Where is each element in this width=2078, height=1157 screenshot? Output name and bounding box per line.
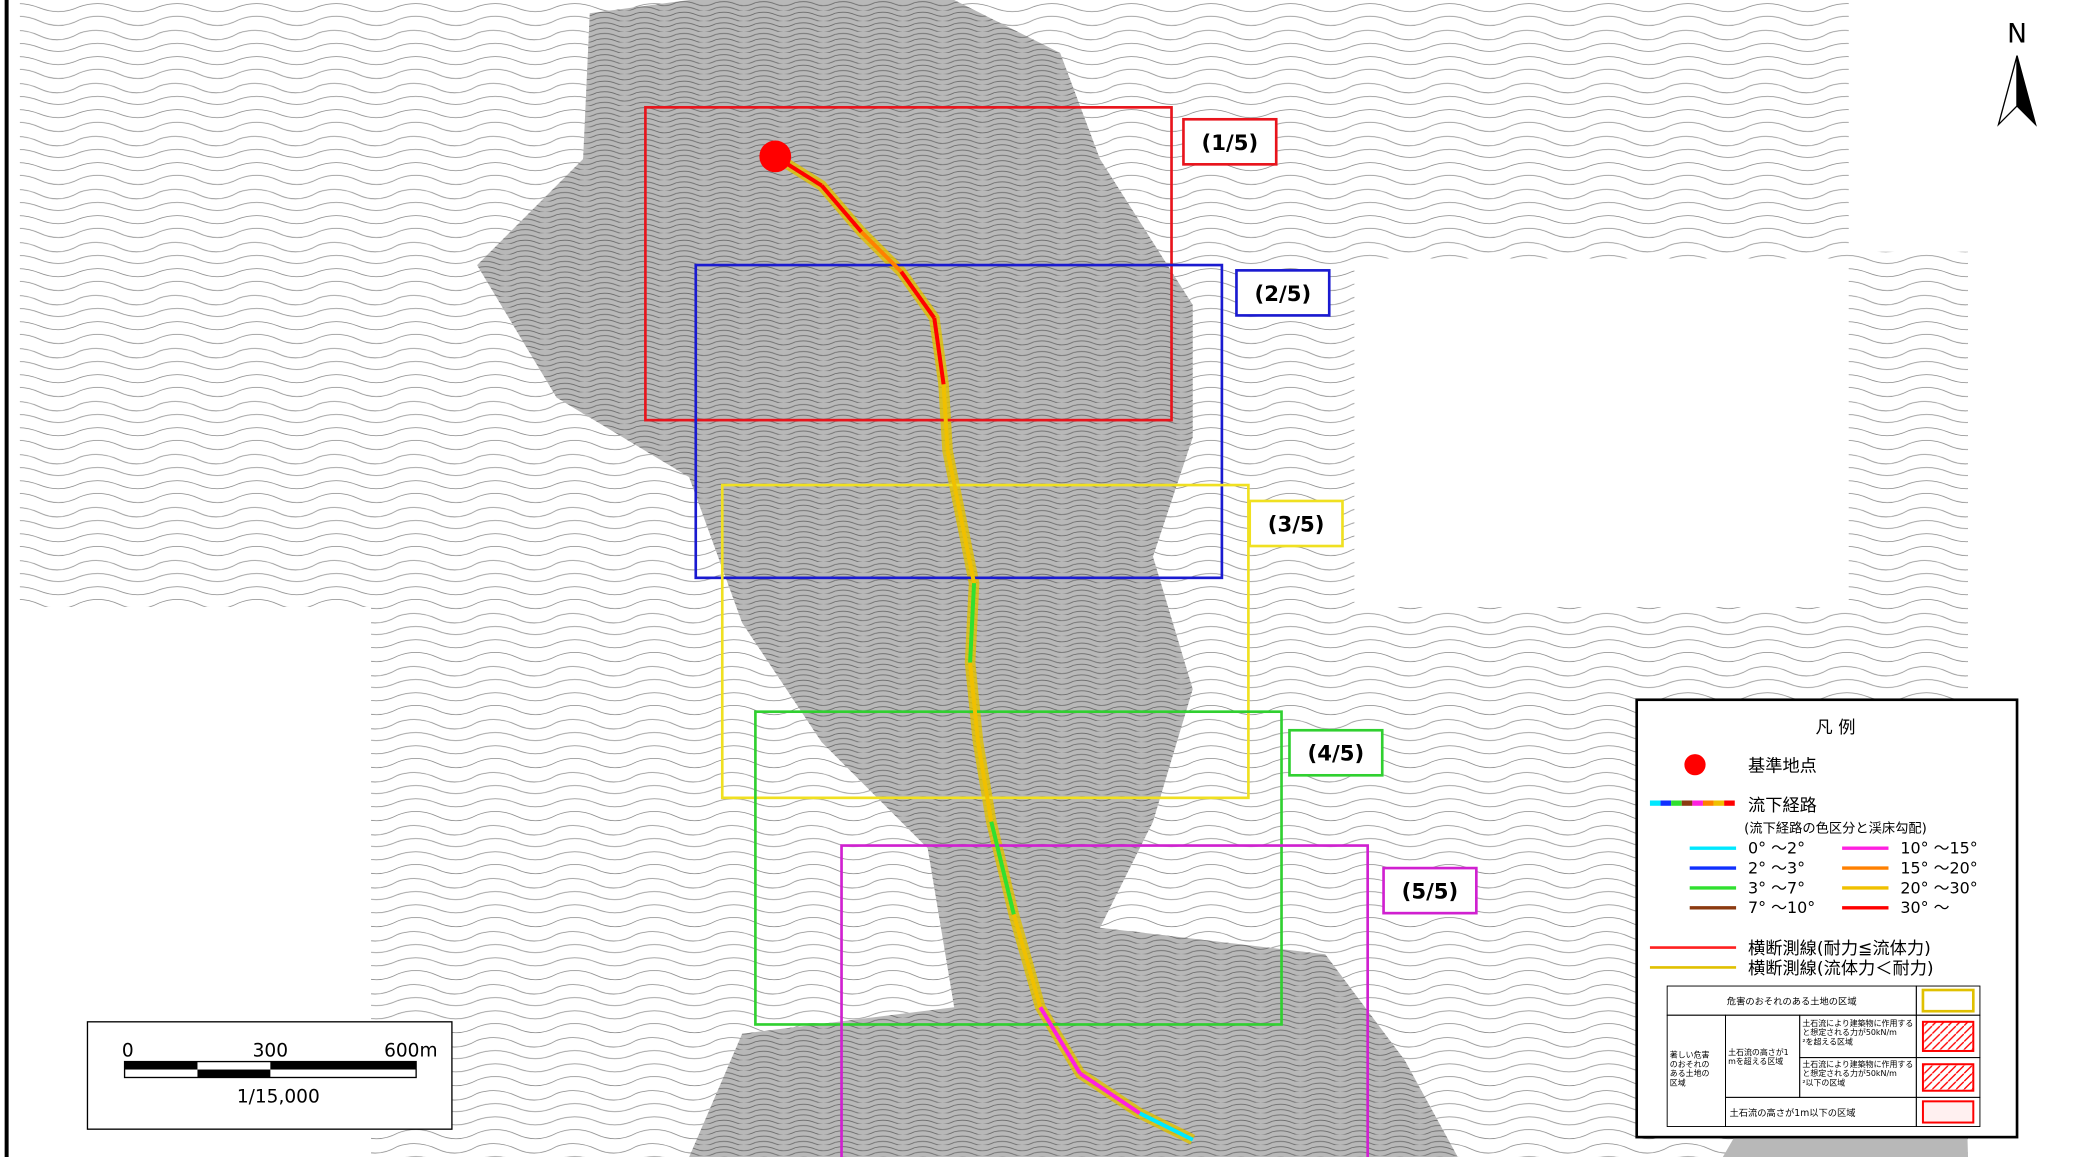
legend-slope-label: 2° ～3°: [1748, 858, 1805, 877]
legend-text: 基準地点: [1748, 756, 1817, 776]
sheet-frame: [644, 106, 1173, 422]
sheet-label: (3/5): [1268, 511, 1325, 536]
legend-note: (流下経路の色区分と渓床勾配): [1744, 819, 1927, 836]
zone-swatch: [1921, 1063, 1975, 1092]
zone-swatch: [1921, 988, 1975, 1013]
zone-text-line: と想定される力が50kN/m: [1802, 1068, 1897, 1078]
zone-text-line: 土石流により建築物に作用する: [1802, 1059, 1913, 1069]
flow-path: [860, 230, 903, 274]
north-label: N: [2007, 18, 2027, 49]
zone-text-line: と想定される力が50kN/m: [1802, 1027, 1897, 1037]
zone-text-line: 土石流により建築物に作用する: [1802, 1018, 1913, 1028]
legend-reference-dot: [1684, 754, 1706, 776]
scale-ratio: 1/15,000: [237, 1087, 320, 1108]
legend-flow-swatch: [1724, 800, 1735, 806]
scale-bar: [197, 1069, 271, 1078]
zone-text-line: mを超える区域: [1728, 1056, 1783, 1066]
flow-path: [989, 821, 1016, 915]
flow-path: [976, 741, 994, 823]
zone-text-line: のおそれの: [1670, 1060, 1710, 1069]
flow-path: [1138, 1111, 1194, 1142]
flow-path: [958, 516, 977, 584]
sheet-label: (5/5): [1402, 879, 1459, 904]
flow-path: [968, 662, 981, 743]
flow-path: [820, 184, 863, 234]
zone-text: 土石流の高さが1 mを超える区域: [1728, 1047, 1789, 1066]
legend-flow-swatch: [1702, 800, 1714, 806]
sheet-frame: [694, 263, 1224, 580]
zone-swatch: [1921, 1020, 1975, 1052]
north-arrow: [2016, 55, 2037, 127]
zone-text: 著しい危害のおそれのある土地の区域: [1670, 1050, 1710, 1088]
zone-text: 土石流により建築物に作用すると想定される力が50kN/m ²以下の区域: [1802, 1059, 1913, 1088]
flow-path: [932, 317, 946, 385]
legend-text: 横断測線(耐力≦流体力): [1748, 939, 1931, 959]
zone-text-line: 著しい危害: [1670, 1050, 1710, 1060]
legend-title: 凡 例: [1816, 718, 1856, 738]
sheet-label-box: [1182, 117, 1278, 166]
flow-path: [941, 384, 950, 451]
legend-flow-swatch: [1660, 800, 1672, 806]
sheet-label: (4/5): [1308, 741, 1365, 766]
legend-slope-label: 30° ～: [1900, 898, 1949, 917]
zone-text-line: 土石流の高さが1: [1728, 1047, 1789, 1057]
sheet-label-box: [1248, 499, 1344, 548]
sheet-label-box: [1235, 269, 1331, 317]
flow-path: [1038, 1006, 1082, 1075]
sheet-label-box: [1288, 728, 1384, 777]
flow-path: [968, 583, 977, 663]
zone-text: 土石流により建築物に作用すると想定される力が50kN/m ²を超える区域: [1802, 1018, 1913, 1047]
scale-tick: 0: [122, 1040, 134, 1061]
sheet-label: (1/5): [1202, 130, 1259, 155]
scale-bar: [124, 1061, 198, 1070]
legend-text: 流下経路: [1748, 796, 1817, 816]
flow-path: [899, 270, 936, 320]
legend-text: 横断測線(流体力＜耐力): [1748, 959, 1934, 979]
legend-flow-swatch: [1692, 800, 1703, 806]
flow-path: [1011, 913, 1043, 1008]
zone-text-line: ²以下の区域: [1802, 1077, 1845, 1087]
legend-slope-label: 20° ～30°: [1900, 878, 1977, 897]
sheet-label-box: [1382, 866, 1478, 915]
legend-flow-swatch: [1681, 800, 1693, 806]
scale-tick: 300: [253, 1040, 288, 1061]
flow-path: [1078, 1071, 1141, 1115]
reference-point: [759, 140, 792, 173]
legend-flow-swatch: [1649, 800, 1661, 806]
blank-area: [1354, 258, 1849, 607]
zone-text-line: ²を超える区域: [1802, 1036, 1853, 1046]
legend-flow-swatch: [1671, 800, 1682, 806]
sheet-label: (2/5): [1255, 281, 1312, 306]
zone-text-line: ある土地の: [1670, 1068, 1710, 1078]
legend-slope-label: 3° ～7°: [1748, 878, 1805, 897]
legend-slope-label: 15° ～20°: [1900, 858, 1977, 877]
legend-slope-label: 10° ～15°: [1900, 839, 1977, 858]
scale-tick: 600m: [384, 1040, 437, 1061]
zone-swatch: [1921, 1100, 1975, 1124]
sheet-frame: [840, 844, 1369, 1157]
flow-path: [945, 450, 963, 518]
legend-slope-label: 0° ～2°: [1748, 839, 1805, 858]
legend-slope-label: 7° ～10°: [1748, 898, 1815, 917]
legend-flow-swatch: [1713, 800, 1725, 806]
zone-text: 危害のおそれのある土地の区域: [1727, 996, 1857, 1008]
zone-text-line: 区域: [1670, 1077, 1686, 1087]
zone-text: 土石流の高さが1m以下の区域: [1729, 1107, 1855, 1119]
scale-bar: [270, 1061, 417, 1070]
sheet-frame: [754, 710, 1283, 1026]
zone-cell: [1915, 1096, 1981, 1127]
